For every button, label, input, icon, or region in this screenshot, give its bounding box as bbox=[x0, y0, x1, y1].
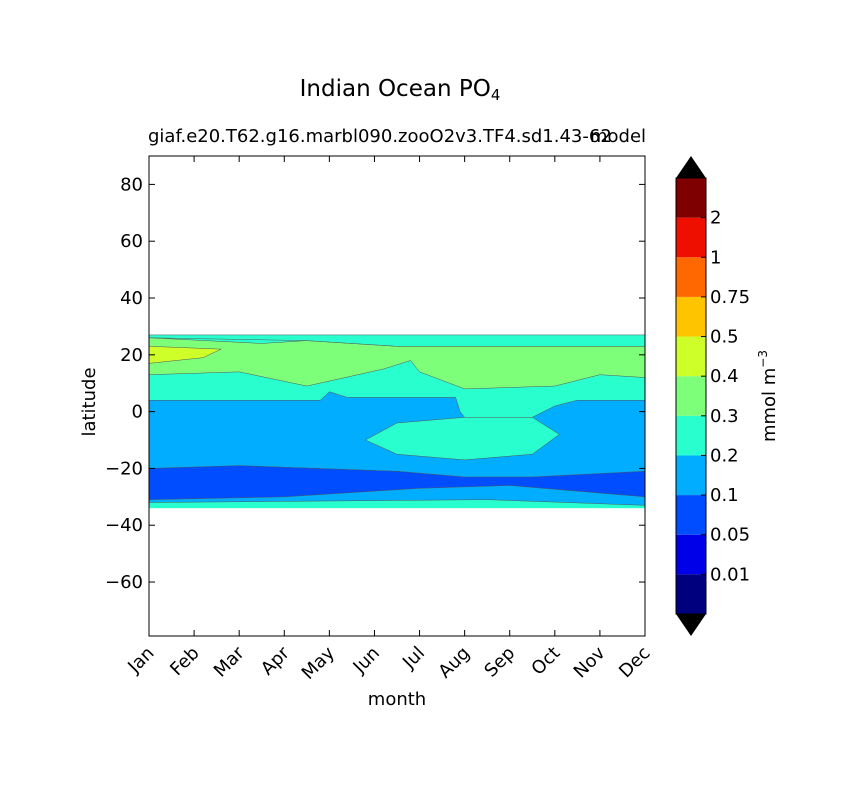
colorbar-extend-low bbox=[676, 614, 706, 636]
colorbar-segment bbox=[676, 376, 706, 416]
colorbar-segment bbox=[676, 296, 706, 337]
colorbar-tick-label: 0.01 bbox=[710, 564, 750, 585]
colorbar-tick-label: 0.1 bbox=[710, 485, 739, 506]
colorbar-frame bbox=[675, 177, 707, 615]
chart-subtitle: giaf.e20.T62.g16.marbl090.zooO2v3.TF4.sd… bbox=[148, 126, 612, 147]
y-axis-label: latitude bbox=[79, 367, 100, 436]
x-tick-label: Dec bbox=[615, 643, 654, 682]
colorbar-segment bbox=[676, 574, 706, 614]
x-tick-label: Jan bbox=[123, 643, 158, 678]
chart-subtitle-right: model bbox=[590, 126, 647, 147]
x-tick-label: Mar bbox=[210, 642, 249, 681]
x-tick-label: Sep bbox=[480, 643, 519, 682]
chart-title: Indian Ocean PO4 bbox=[299, 76, 501, 104]
y-tick-label: −20 bbox=[105, 458, 143, 479]
colorbar-segment bbox=[676, 534, 706, 575]
colorbar-segment bbox=[676, 495, 706, 535]
colorbar-segment bbox=[676, 217, 706, 258]
y-tick-label: −40 bbox=[105, 515, 143, 536]
x-tick-label: Apr bbox=[257, 642, 294, 679]
colorbar-segment bbox=[676, 178, 706, 218]
plot-frame bbox=[148, 155, 646, 637]
colorbar-tick-label: 0.4 bbox=[710, 366, 739, 387]
x-tick-label: May bbox=[298, 642, 339, 683]
colorbar-tick-label: 0.3 bbox=[710, 406, 739, 427]
x-tick-label: Aug bbox=[434, 643, 474, 683]
y-tick-label: −60 bbox=[105, 572, 143, 593]
colorbar-extend-high bbox=[676, 156, 706, 178]
x-tick-label: Feb bbox=[166, 643, 203, 680]
colorbar-tick-label: 0.5 bbox=[710, 327, 739, 348]
colorbar-tick-label: 2 bbox=[710, 208, 721, 229]
y-tick-label: 40 bbox=[120, 288, 143, 309]
colorbar-segment bbox=[676, 336, 706, 377]
colorbar-segment bbox=[676, 415, 706, 456]
x-tick-label: Jun bbox=[349, 643, 384, 678]
x-tick-label: Jul bbox=[398, 643, 429, 674]
y-tick-label: 80 bbox=[120, 174, 143, 195]
colorbar-tick-label: 0.05 bbox=[710, 525, 750, 546]
y-tick-label: 0 bbox=[132, 402, 143, 423]
x-tick-label: Oct bbox=[527, 643, 564, 680]
colorbar-segment bbox=[676, 257, 706, 297]
band-cyan-pocket bbox=[364, 417, 560, 461]
y-tick-label: 20 bbox=[120, 345, 143, 366]
y-tick-label: 60 bbox=[120, 231, 143, 252]
colorbar-label: mmol m−3 bbox=[756, 350, 780, 442]
colorbar-segment bbox=[676, 455, 706, 496]
colorbar-tick-label: 1 bbox=[710, 247, 721, 268]
colorbar-tick-label: 0.2 bbox=[710, 445, 739, 466]
band-green bbox=[148, 337, 646, 390]
x-tick-label: Nov bbox=[570, 642, 610, 682]
colorbar-tick-label: 0.75 bbox=[710, 287, 750, 308]
x-axis-label: month bbox=[368, 689, 426, 710]
